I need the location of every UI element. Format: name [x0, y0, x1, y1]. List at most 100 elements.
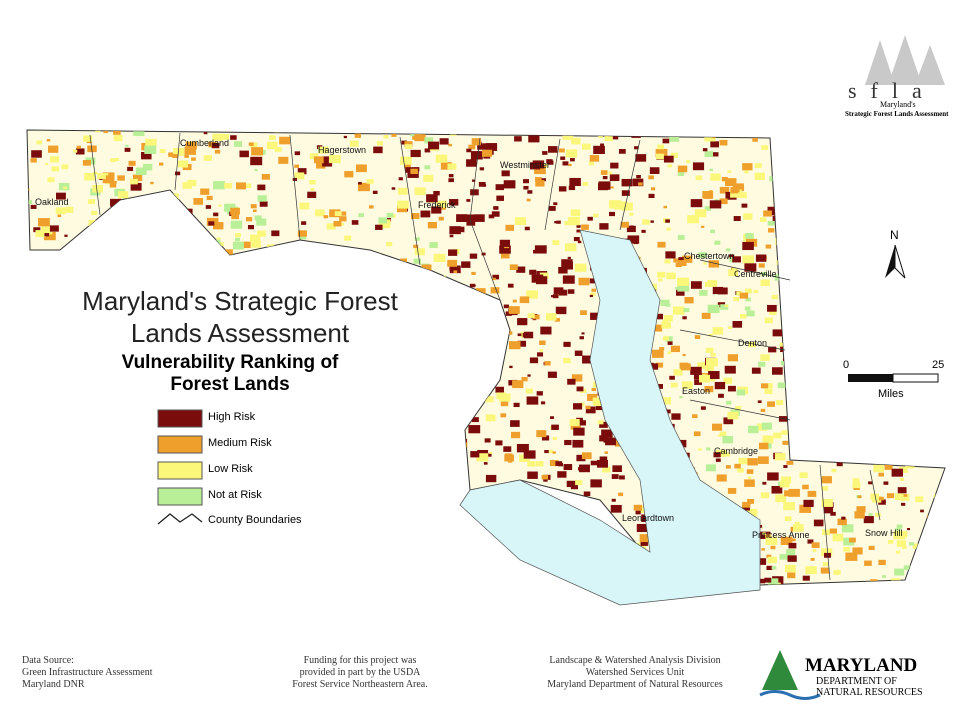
- forest-patch: [785, 564, 796, 573]
- forest-patch: [940, 372, 945, 379]
- forest-patch: [830, 314, 835, 318]
- forest-patch: [390, 409, 397, 414]
- forest-patch: [619, 475, 625, 480]
- forest-patch: [598, 181, 611, 190]
- forest-patch: [802, 435, 807, 438]
- legend-swatch: [157, 461, 203, 480]
- forest-patch: [882, 407, 888, 411]
- forest-patch: [442, 519, 451, 525]
- forest-patch: [317, 270, 324, 275]
- forest-patch: [252, 209, 257, 213]
- forest-patch: [894, 493, 904, 500]
- forest-patch: [405, 167, 414, 173]
- forest-patch: [793, 227, 805, 236]
- forest-patch: [471, 179, 476, 182]
- forest-patch: [881, 312, 888, 318]
- forest-patch: [892, 179, 899, 184]
- forest-patch: [399, 416, 405, 421]
- forest-patch: [297, 448, 310, 458]
- forest-patch: [763, 281, 768, 285]
- forest-patch: [916, 345, 925, 352]
- forest-patch: [667, 164, 673, 168]
- forest-patch: [836, 461, 843, 467]
- forest-patch: [496, 340, 505, 347]
- forest-patch: [277, 426, 290, 435]
- forest-patch: [943, 567, 945, 571]
- forest-patch: [454, 446, 463, 453]
- forest-patch: [583, 491, 591, 497]
- forest-patch: [461, 482, 467, 487]
- forest-patch: [936, 433, 945, 441]
- forest-patch: [46, 358, 54, 364]
- forest-patch: [322, 159, 333, 167]
- forest-patch: [38, 218, 50, 227]
- forest-patch: [747, 458, 758, 466]
- forest-patch: [733, 297, 740, 302]
- forest-patch: [146, 410, 155, 416]
- forest-patch: [767, 220, 775, 226]
- forest-patch: [936, 497, 945, 504]
- forest-patch: [633, 504, 642, 511]
- forest-patch: [735, 405, 742, 411]
- forest-patch: [448, 408, 455, 413]
- forest-patch: [464, 214, 476, 222]
- forest-patch: [335, 508, 347, 517]
- forest-patch: [449, 265, 461, 274]
- forest-patch: [799, 443, 810, 451]
- forest-patch: [664, 259, 671, 264]
- forest-patch: [744, 263, 757, 272]
- forest-patch: [338, 428, 345, 434]
- forest-patch: [470, 451, 480, 458]
- forest-patch: [417, 455, 424, 460]
- forest-patch: [205, 575, 210, 579]
- forest-patch: [754, 163, 762, 169]
- forest-patch: [45, 162, 49, 166]
- forest-patch: [499, 575, 509, 582]
- forest-patch: [829, 253, 839, 261]
- forest-patch: [767, 578, 779, 585]
- forest-patch: [91, 210, 98, 216]
- forest-patch: [116, 503, 123, 507]
- forest-patch: [42, 372, 53, 381]
- forest-patch: [731, 267, 737, 272]
- forest-patch: [839, 243, 851, 252]
- forest-patch: [208, 239, 216, 245]
- forest-patch: [77, 395, 85, 401]
- forest-patch: [51, 166, 59, 172]
- forest-patch: [254, 168, 258, 172]
- forest-patch: [462, 426, 466, 429]
- forest-patch: [510, 577, 515, 581]
- forest-patch: [104, 419, 112, 425]
- forest-patch: [293, 528, 300, 533]
- forest-patch: [49, 225, 59, 232]
- forest-patch: [799, 504, 812, 513]
- forest-patch: [42, 563, 50, 569]
- forest-patch: [461, 394, 471, 402]
- forest-patch: [788, 542, 797, 549]
- forest-patch: [546, 159, 553, 164]
- forest-patch: [891, 468, 903, 477]
- footer-division: Landscape & Watershed Analysis Division W…: [520, 655, 750, 691]
- forest-patch: [235, 403, 244, 410]
- forest-patch: [935, 209, 943, 214]
- forest-patch: [718, 393, 724, 398]
- forest-patch: [874, 174, 879, 178]
- forest-patch: [188, 516, 193, 520]
- forest-patch: [764, 533, 771, 538]
- forest-patch: [880, 308, 887, 314]
- forest-patch: [612, 465, 622, 473]
- forest-patch: [933, 282, 941, 288]
- forest-patch: [303, 564, 315, 572]
- forest-patch: [430, 352, 442, 361]
- forest-patch: [692, 414, 698, 419]
- forest-patch: [737, 468, 744, 473]
- forest-patch: [508, 341, 521, 350]
- forest-patch: [324, 422, 334, 430]
- forest-patch: [763, 210, 772, 217]
- forest-patch: [943, 301, 945, 306]
- forest-patch: [797, 317, 804, 323]
- forest-patch: [339, 499, 346, 504]
- forest-patch: [340, 573, 348, 579]
- forest-patch: [804, 412, 813, 419]
- agency-name: MARYLAND: [805, 655, 918, 676]
